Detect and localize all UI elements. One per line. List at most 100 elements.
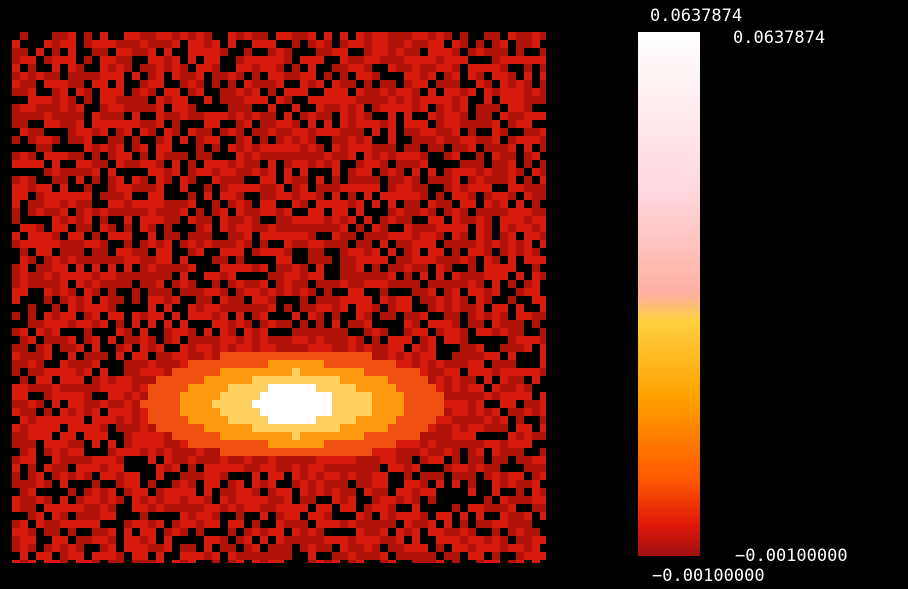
pixel — [340, 152, 348, 160]
pixel — [108, 512, 116, 520]
pixel — [20, 344, 28, 352]
pixel — [140, 32, 148, 40]
pixel — [372, 520, 380, 528]
pixel — [340, 144, 348, 152]
pixel — [100, 560, 108, 563]
pixel — [452, 120, 460, 128]
pixel — [196, 528, 204, 536]
pixel — [428, 128, 436, 136]
pixel — [124, 440, 132, 448]
pixel — [60, 344, 68, 352]
pixel — [452, 32, 460, 40]
pixel — [156, 312, 164, 320]
pixel — [100, 536, 108, 544]
pixel — [508, 528, 516, 536]
pixel — [204, 400, 212, 408]
pixel — [396, 264, 404, 272]
pixel — [436, 408, 444, 416]
pixel — [148, 328, 156, 336]
pixel — [364, 480, 372, 488]
pixel — [60, 456, 68, 464]
pixel — [108, 528, 116, 536]
pixel — [332, 392, 340, 400]
pixel — [156, 136, 164, 144]
pixel — [500, 488, 508, 496]
pixel — [348, 56, 356, 64]
pixel — [116, 424, 124, 432]
pixel — [316, 448, 324, 456]
pixel — [252, 184, 260, 192]
pixel — [452, 520, 460, 528]
pixel — [332, 416, 340, 424]
pixel — [148, 552, 156, 560]
pixel — [44, 464, 52, 472]
pixel — [212, 544, 220, 552]
pixel — [292, 456, 300, 464]
pixel — [124, 368, 132, 376]
pixel — [236, 280, 244, 288]
pixel — [452, 384, 460, 392]
pixel — [524, 240, 532, 248]
pixel — [52, 128, 60, 136]
pixel — [380, 416, 388, 424]
pixel — [68, 296, 76, 304]
pixel — [132, 400, 140, 408]
pixel — [420, 248, 428, 256]
pixel — [412, 128, 420, 136]
pixel — [52, 544, 60, 552]
pixel — [396, 216, 404, 224]
pixel — [236, 408, 244, 416]
pixel — [140, 368, 148, 376]
pixel — [316, 368, 324, 376]
pixel — [260, 152, 268, 160]
pixel — [284, 560, 292, 563]
pixel — [476, 560, 484, 563]
pixel — [444, 96, 452, 104]
pixel — [540, 496, 546, 504]
pixel — [212, 176, 220, 184]
pixel — [380, 360, 388, 368]
pixel — [140, 80, 148, 88]
pixel — [428, 160, 436, 168]
pixel — [508, 360, 516, 368]
pixel — [12, 80, 20, 88]
pixel — [468, 48, 476, 56]
pixel — [428, 216, 436, 224]
pixel — [100, 424, 108, 432]
pixel — [52, 376, 60, 384]
pixel — [388, 96, 396, 104]
pixel — [364, 136, 372, 144]
pixel — [204, 120, 212, 128]
pixel — [468, 464, 476, 472]
pixel — [236, 240, 244, 248]
pixel — [332, 432, 340, 440]
pixel — [132, 424, 140, 432]
pixel — [84, 512, 92, 520]
pixel — [468, 56, 476, 64]
pixel — [252, 392, 260, 400]
pixel — [412, 136, 420, 144]
pixel — [508, 104, 516, 112]
pixel — [340, 464, 348, 472]
pixel — [460, 504, 468, 512]
pixel — [364, 392, 372, 400]
pixel — [252, 432, 260, 440]
pixel — [516, 184, 524, 192]
pixel — [140, 560, 148, 563]
pixel — [532, 208, 540, 216]
pixel — [44, 272, 52, 280]
pixel — [484, 288, 492, 296]
pixel — [84, 536, 92, 544]
pixel — [52, 136, 60, 144]
pixel — [140, 472, 148, 480]
pixel — [188, 376, 196, 384]
pixel — [20, 400, 28, 408]
pixel — [468, 224, 476, 232]
pixel — [148, 88, 156, 96]
pixel — [372, 240, 380, 248]
pixel — [444, 320, 452, 328]
pixel — [500, 56, 508, 64]
pixel — [460, 520, 468, 528]
pixel — [212, 408, 220, 416]
pixel — [364, 200, 372, 208]
